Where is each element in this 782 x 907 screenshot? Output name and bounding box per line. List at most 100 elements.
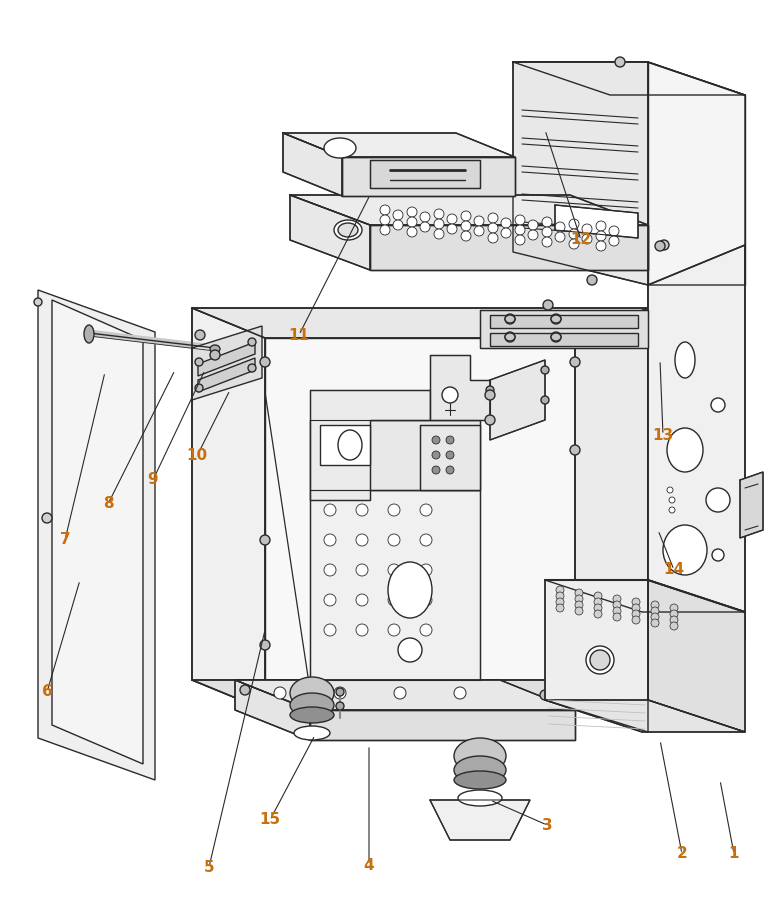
Circle shape [556,598,564,606]
Polygon shape [235,680,310,740]
Circle shape [632,610,640,618]
Ellipse shape [551,315,561,323]
Circle shape [655,241,665,251]
Circle shape [667,487,673,493]
Circle shape [432,466,440,474]
Polygon shape [513,62,648,285]
Circle shape [651,619,659,627]
Circle shape [434,229,444,239]
Polygon shape [192,308,648,338]
Circle shape [420,212,430,222]
Polygon shape [283,133,515,157]
Polygon shape [648,245,745,680]
Polygon shape [310,490,480,680]
Circle shape [454,687,466,699]
Circle shape [388,594,400,606]
Polygon shape [38,290,155,780]
Circle shape [486,416,494,424]
Circle shape [569,229,579,239]
Circle shape [461,211,471,221]
Circle shape [632,616,640,624]
Circle shape [394,687,406,699]
Text: 4: 4 [364,857,375,873]
Circle shape [274,687,286,699]
Circle shape [551,314,561,324]
Text: 6: 6 [41,685,52,699]
Circle shape [505,314,515,324]
Circle shape [515,225,525,235]
Polygon shape [310,390,430,500]
Circle shape [541,366,549,374]
Circle shape [485,390,495,400]
Ellipse shape [84,325,94,343]
Ellipse shape [334,220,362,240]
Ellipse shape [706,488,730,512]
Circle shape [586,646,614,674]
Polygon shape [192,326,262,400]
Circle shape [596,231,606,241]
Circle shape [407,217,417,227]
Circle shape [659,240,669,250]
Circle shape [543,300,553,310]
Ellipse shape [324,138,356,158]
Circle shape [615,57,625,67]
Circle shape [34,298,42,306]
Circle shape [651,601,659,609]
Circle shape [442,387,458,403]
Circle shape [515,215,525,225]
Circle shape [570,357,580,367]
Circle shape [324,624,336,636]
Text: 5: 5 [203,860,214,874]
Circle shape [594,598,602,606]
Ellipse shape [711,398,725,412]
Circle shape [670,604,678,612]
Circle shape [556,586,564,594]
Circle shape [542,237,552,247]
Circle shape [632,598,640,606]
Circle shape [575,595,583,603]
Circle shape [388,504,400,516]
Circle shape [609,236,619,246]
Circle shape [388,624,400,636]
Circle shape [260,640,270,650]
Circle shape [380,215,390,225]
Circle shape [474,226,484,236]
Circle shape [356,594,368,606]
Text: 13: 13 [652,427,673,443]
Circle shape [240,685,250,695]
Circle shape [669,497,675,503]
Ellipse shape [388,562,432,618]
Circle shape [248,338,256,346]
Circle shape [380,205,390,215]
Circle shape [570,445,580,455]
Circle shape [551,332,561,342]
Circle shape [594,592,602,600]
Circle shape [596,221,606,231]
Circle shape [528,220,538,230]
Circle shape [488,213,498,223]
Polygon shape [283,133,342,196]
Circle shape [488,233,498,243]
Circle shape [594,604,602,612]
Polygon shape [490,333,638,346]
Circle shape [195,384,203,392]
Circle shape [356,534,368,546]
Circle shape [670,622,678,630]
Circle shape [596,241,606,251]
Circle shape [446,451,454,459]
Circle shape [501,228,511,238]
Polygon shape [370,160,480,188]
Polygon shape [648,62,745,285]
Circle shape [540,690,550,700]
Polygon shape [310,710,575,740]
Circle shape [195,358,203,366]
Circle shape [474,216,484,226]
Text: 8: 8 [102,496,113,512]
Circle shape [461,221,471,231]
Circle shape [632,604,640,612]
Circle shape [432,451,440,459]
Circle shape [575,601,583,609]
Circle shape [575,607,583,615]
Circle shape [613,607,621,615]
Circle shape [594,610,602,618]
